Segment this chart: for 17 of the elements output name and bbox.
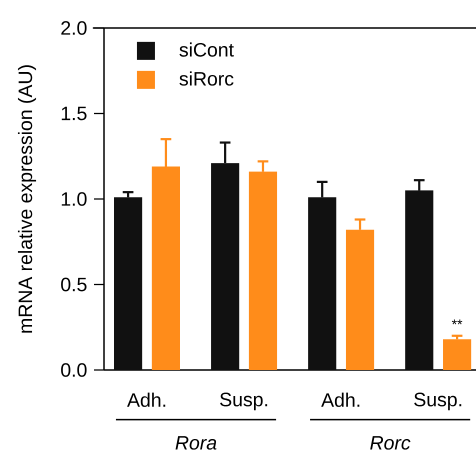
bar <box>443 339 472 370</box>
text: Rora <box>176 436 216 450</box>
legend-label: siRorc <box>179 71 234 86</box>
legend-label: siCont <box>179 42 234 57</box>
x-tick-label: Adh. <box>321 392 360 407</box>
bar <box>114 197 142 370</box>
x-tick-label: Adh. <box>127 392 166 407</box>
text: Rorc <box>370 436 410 450</box>
y-axis-title: mRNA relative expression (AU) <box>18 65 36 333</box>
y-tick-label: 2.0 <box>61 21 87 35</box>
y-tick-label: 0.0 <box>61 363 87 377</box>
x-tick-label: Susp. <box>220 392 268 410</box>
y-tick-label: 1.0 <box>62 192 87 206</box>
y-tick-label: 1.5 <box>62 106 87 120</box>
y-tick-label: 0.5 <box>61 278 87 292</box>
x-tick-label: Susp. <box>414 392 462 410</box>
annotation: ** <box>452 320 462 324</box>
